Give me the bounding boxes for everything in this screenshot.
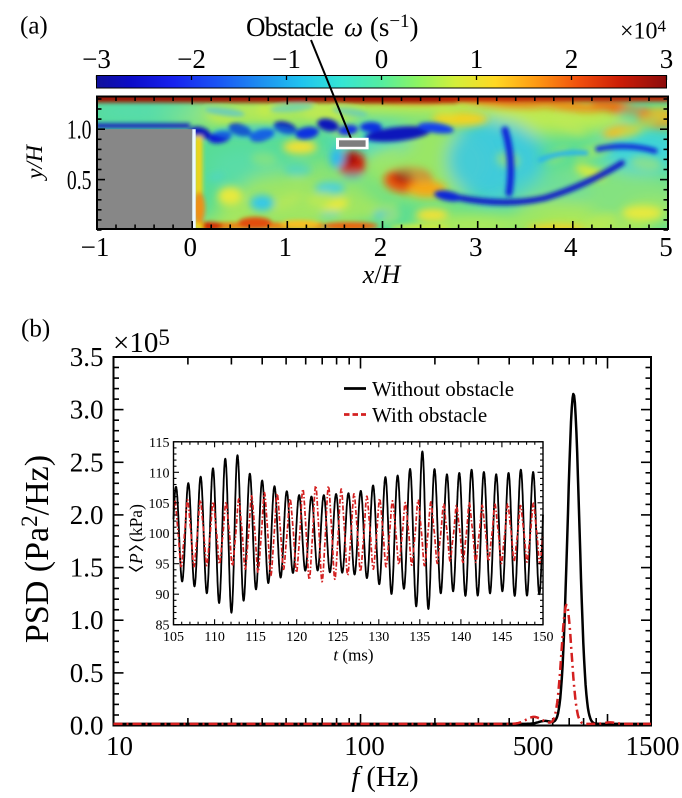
- svg-text:90: 90: [156, 588, 170, 603]
- svg-text:100: 100: [149, 527, 170, 542]
- svg-text:115: 115: [245, 630, 265, 645]
- svg-text:1: 1: [279, 232, 293, 262]
- svg-text:t (ms): t (ms): [333, 646, 373, 665]
- svg-text:2.5: 2.5: [70, 447, 104, 477]
- svg-text:130: 130: [368, 630, 389, 645]
- svg-text:0: 0: [375, 44, 389, 74]
- svg-text:95: 95: [156, 558, 170, 573]
- svg-text:2: 2: [565, 44, 579, 74]
- svg-text:3.5: 3.5: [70, 342, 104, 372]
- svg-text:×104: ×104: [620, 17, 667, 45]
- svg-text:140: 140: [450, 630, 471, 645]
- svg-text:115: 115: [149, 436, 169, 451]
- svg-text:125: 125: [327, 630, 348, 645]
- svg-text:3: 3: [469, 232, 483, 262]
- svg-text:145: 145: [491, 630, 512, 645]
- svg-text:(b): (b): [21, 316, 50, 343]
- svg-text:2.0: 2.0: [70, 500, 104, 530]
- svg-text:−1: −1: [272, 44, 301, 74]
- svg-text:(kPa): (kPa): [126, 504, 146, 542]
- svg-text:1.0: 1.0: [67, 114, 92, 144]
- svg-text:3.0: 3.0: [70, 395, 104, 425]
- svg-text:×105: ×105: [113, 325, 170, 359]
- svg-text:5: 5: [659, 232, 673, 262]
- svg-text:0.5: 0.5: [67, 165, 92, 195]
- svg-text:Without obstacle: Without obstacle: [372, 377, 514, 401]
- svg-text:0.5: 0.5: [70, 658, 104, 688]
- svg-text:10: 10: [106, 731, 133, 761]
- svg-text:4: 4: [564, 232, 578, 262]
- svg-text:100: 100: [344, 731, 385, 761]
- svg-text:−1: −1: [81, 232, 110, 262]
- svg-text:120: 120: [286, 630, 307, 645]
- svg-text:150: 150: [533, 630, 554, 645]
- svg-text:−2: −2: [177, 44, 206, 74]
- svg-text:135: 135: [409, 630, 430, 645]
- svg-text:y/H: y/H: [22, 143, 48, 181]
- svg-text:f (Hz): f (Hz): [351, 762, 418, 793]
- svg-text:−3: −3: [82, 44, 111, 74]
- svg-text:x/H: x/H: [362, 260, 402, 289]
- svg-text:With obstacle: With obstacle: [372, 403, 487, 427]
- svg-text:110: 110: [204, 630, 224, 645]
- svg-text:0: 0: [183, 232, 197, 262]
- svg-text:1.0: 1.0: [70, 605, 104, 635]
- svg-text:P: P: [126, 553, 146, 565]
- svg-text:1500: 1500: [626, 731, 680, 761]
- svg-text:(a): (a): [20, 13, 48, 40]
- svg-text:1: 1: [470, 44, 484, 74]
- svg-text:110: 110: [149, 466, 169, 481]
- svg-text:PSD (Pa2/Hz): PSD (Pa2/Hz): [17, 455, 56, 643]
- svg-text:85: 85: [156, 619, 170, 634]
- svg-text:2: 2: [374, 232, 388, 262]
- svg-text:Obstacle: Obstacle: [246, 12, 334, 42]
- svg-text:ω (s−1): ω (s−1): [344, 11, 419, 42]
- svg-text:105: 105: [149, 497, 170, 512]
- svg-text:500: 500: [513, 731, 554, 761]
- svg-text:3: 3: [660, 44, 674, 74]
- svg-text:105: 105: [163, 630, 184, 645]
- svg-text:1.5: 1.5: [70, 553, 104, 583]
- svg-text:0.0: 0.0: [70, 711, 104, 741]
